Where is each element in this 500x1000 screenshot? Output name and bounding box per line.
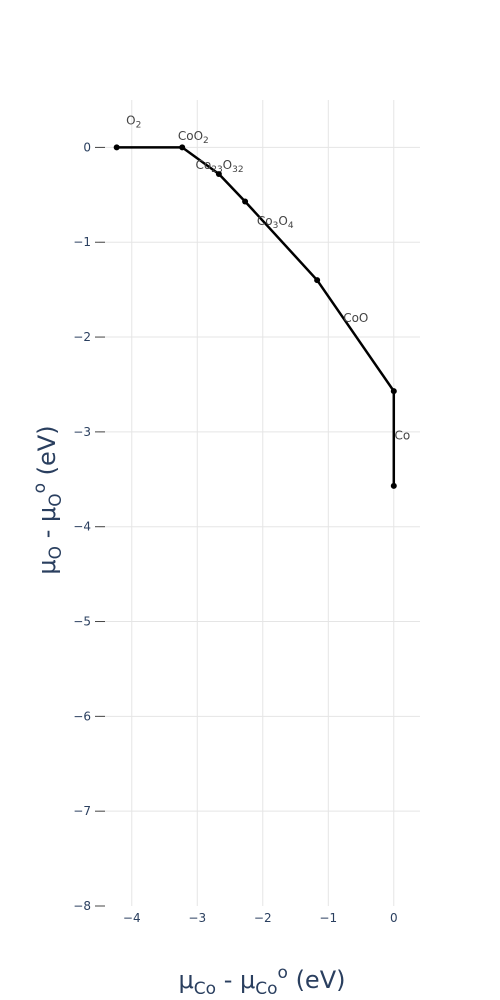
x-axis-title-mu: μ [179, 966, 194, 994]
y-axis-title: μO - μOo (eV) [30, 425, 66, 574]
data-point [242, 198, 249, 205]
y-axis-title-sup: o [30, 483, 50, 493]
x-tick-label: −3 [188, 911, 206, 925]
axis-ticks: −4 −3 −2 −1 0 0 −1 −2 −3 −4 −5 −6 −7 −8 [73, 140, 397, 925]
y-tick-label: −3 [73, 425, 91, 439]
x-tick-label: 0 [390, 911, 398, 925]
x-axis-title-sub1: Co [194, 979, 216, 999]
x-axis-title-sub2: Co [255, 979, 277, 999]
y-axis-title-mu: μ [33, 559, 61, 574]
y-axis-title-tail: (eV) [33, 425, 61, 483]
region-label: CoO2 [178, 129, 209, 146]
region-labels: O2 CoO2 Co23O32 Co3O4 CoO Co [126, 114, 410, 443]
data-point [215, 170, 222, 177]
region-label: O2 [126, 114, 141, 131]
region-label: Co3O4 [257, 214, 294, 231]
y-axis-title-sub2: O [46, 493, 66, 506]
y-axis-title-sub1: O [46, 546, 66, 559]
x-axis-title-tail: (eV) [288, 966, 346, 994]
series [113, 144, 397, 489]
y-tick-label: −2 [73, 330, 91, 344]
x-tick-label: −2 [254, 911, 272, 925]
y-tick-label: −4 [73, 520, 91, 534]
data-point [390, 482, 397, 489]
y-tick-label: −5 [73, 615, 91, 629]
data-point [113, 144, 120, 151]
x-tick-label: −1 [319, 911, 337, 925]
y-tick-label: −8 [73, 899, 91, 913]
region-label: Co23O32 [195, 158, 243, 175]
region-label: CoO [343, 311, 368, 325]
x-axis-title-mid: - μ [216, 966, 255, 994]
y-tick-label: 0 [83, 140, 91, 154]
x-axis-title: μCo - μCoo (eV) [179, 963, 346, 999]
x-tick-label: −4 [123, 911, 141, 925]
y-tick-label: −6 [73, 709, 91, 723]
region-label: Co [394, 428, 410, 442]
data-point [390, 388, 397, 395]
y-tick-label: −1 [73, 235, 91, 249]
data-point [179, 144, 186, 151]
y-tick-label: −7 [73, 804, 91, 818]
x-axis-title-sup: o [278, 963, 288, 983]
y-axis-title-mid: - μ [33, 507, 61, 546]
data-point [314, 277, 321, 284]
